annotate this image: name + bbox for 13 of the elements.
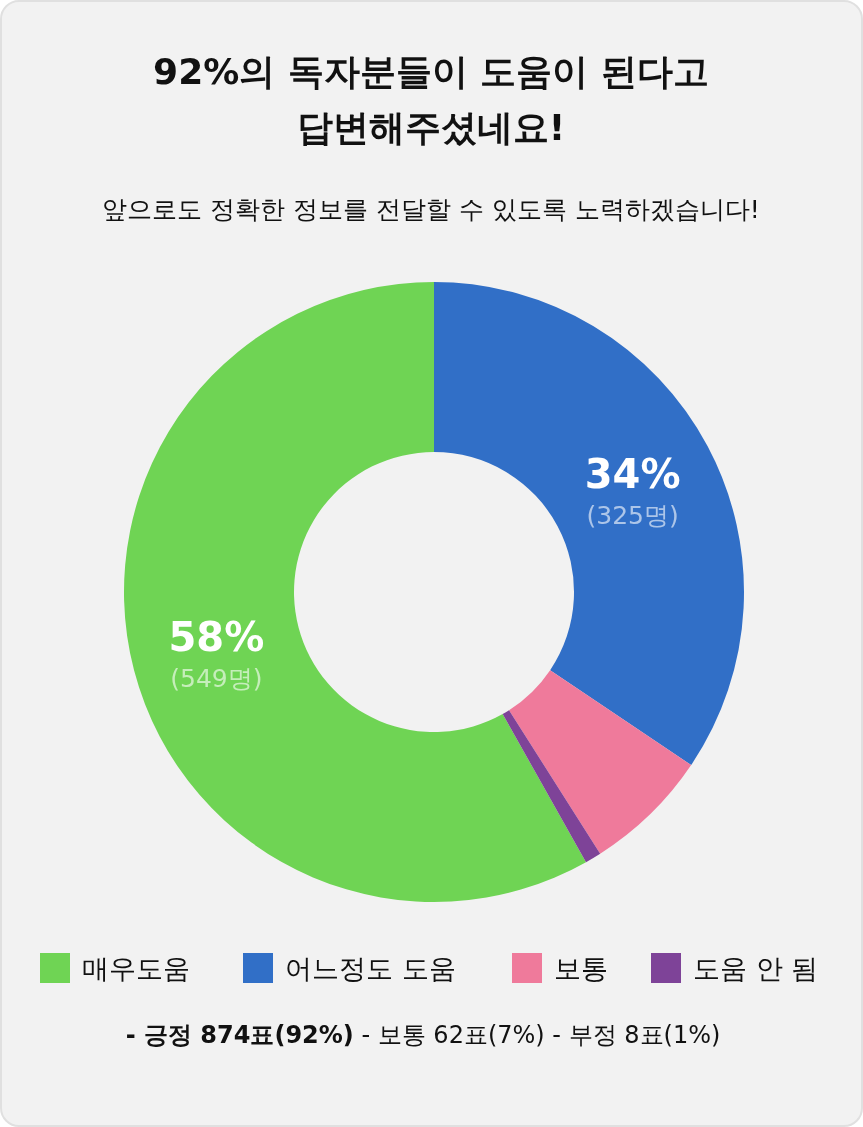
legend-label: 보통 bbox=[554, 953, 608, 984]
donut-slice bbox=[124, 282, 587, 902]
chart-title: 92%의 독자분들이 도움이 된다고 답변해주셨네요! bbox=[153, 51, 709, 148]
donut-slice bbox=[434, 282, 744, 766]
legend-label: 도움 안 됨 bbox=[693, 953, 819, 984]
data-label: 58% (549명) bbox=[168, 614, 265, 694]
donut-slice bbox=[509, 670, 692, 854]
text: - 긍정 874표(92%) - 보통 62표(7%) - 부정 8표(1%) bbox=[125, 1021, 721, 1049]
legend-label: 어느정도 도움 bbox=[285, 953, 456, 984]
donut-slice bbox=[502, 710, 601, 863]
data-label: 34% (325명) bbox=[584, 451, 681, 531]
chart-subtitle: 앞으로도 정확한 정보를 전달할 수 있도록 노력하겠습니다! bbox=[102, 195, 760, 224]
legend-label: 매우도움 bbox=[82, 953, 190, 984]
